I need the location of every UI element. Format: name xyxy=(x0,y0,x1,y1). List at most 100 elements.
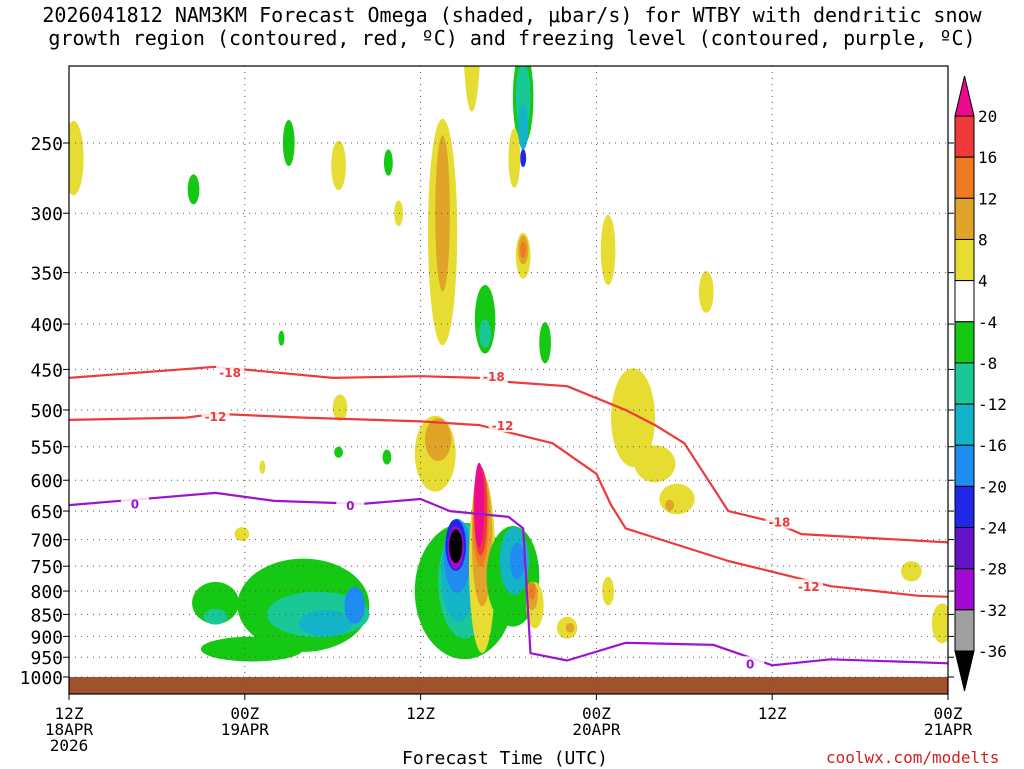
y-tick-label-300: 300 xyxy=(30,204,63,225)
colorbar-label-11: -28 xyxy=(978,560,1007,579)
omega-region-62 xyxy=(509,542,525,580)
contour-line-0 xyxy=(69,491,948,667)
colorbar: 20 16 12 8 4 -4 -8 -12 -16 -20 -24 -28 -32 -36 xyxy=(954,75,1007,692)
y-tick-label-800: 800 xyxy=(30,582,63,603)
contour-label-bg xyxy=(336,498,365,513)
colorbar-label-8: -16 xyxy=(978,436,1007,455)
contour-label-bg xyxy=(736,656,765,671)
omega-region-9 xyxy=(234,527,250,542)
omega-region-7 xyxy=(332,394,348,421)
contour-label-0: 0 xyxy=(346,499,354,513)
y-tick-label-700: 700 xyxy=(30,531,63,552)
y-tick-label-550: 550 xyxy=(30,438,63,459)
y-tick-label-1000: 1000 xyxy=(20,668,63,689)
colorbar-label-3: 8 xyxy=(978,230,988,249)
omega-region-2 xyxy=(282,119,295,167)
contour-label-bg xyxy=(765,514,794,529)
omega-region-4 xyxy=(383,149,393,176)
colorbar-bin-9 xyxy=(954,485,975,529)
omega-region-41 xyxy=(192,581,239,624)
colorbar-label-12: -32 xyxy=(978,601,1007,620)
omega-region-43 xyxy=(200,636,304,662)
y-tick-label-500: 500 xyxy=(30,401,63,422)
omega-region-25 xyxy=(508,128,521,188)
omega-region-30 xyxy=(600,214,616,286)
x-tick-label-60-1: 21APR xyxy=(924,720,973,739)
contour-label--18: -18 xyxy=(769,516,791,530)
colorbar-top-cap xyxy=(954,75,975,117)
omega-region-59 xyxy=(474,462,485,548)
omega-region-8 xyxy=(259,460,266,474)
y-tick-label-450: 450 xyxy=(30,360,63,381)
ground-surface xyxy=(69,677,948,694)
colorbar-label-7: -12 xyxy=(978,395,1007,414)
colorbar-bin-11 xyxy=(954,568,975,611)
contour-label-bg xyxy=(488,418,517,433)
contour-label--12: -12 xyxy=(205,410,227,424)
y-tick-label-350: 350 xyxy=(30,264,63,285)
y-tick-label-850: 850 xyxy=(30,605,63,626)
contour-label-0: 0 xyxy=(131,497,139,511)
omega-region-15 xyxy=(435,135,450,292)
colorbar-label-0: 20 xyxy=(978,107,997,126)
omega-region-1 xyxy=(187,174,200,205)
omega-region-54 xyxy=(449,529,463,563)
colorbar-label-13: -36 xyxy=(978,642,1007,661)
omega-region-45 xyxy=(203,608,228,625)
contour-layer: -18 -18 -18 -12 -12 -12 0 0 0 xyxy=(69,364,948,671)
contour-label-bg xyxy=(794,579,823,594)
colorbar-label-6: -8 xyxy=(978,354,997,373)
colorbar-bin-7 xyxy=(954,403,975,446)
omega-region-28 xyxy=(520,241,527,259)
omega-shading-layer xyxy=(69,66,948,662)
colorbar-label-9: -20 xyxy=(978,477,1007,496)
colorbar-label-10: -24 xyxy=(978,519,1007,538)
contour-label-bg xyxy=(201,409,230,424)
chart-title-line-2: growth region (contoured, red, ºC) and f… xyxy=(48,26,976,50)
contour-label--18: -18 xyxy=(219,366,241,380)
omega-region-40 xyxy=(931,603,948,644)
colorbar-bin-4 xyxy=(954,280,975,323)
x-tick-label-0-1: 18APR xyxy=(45,720,94,739)
contour-label--12: -12 xyxy=(798,580,820,594)
contour-label--12: -12 xyxy=(492,419,514,433)
omega-region-39 xyxy=(901,561,922,582)
colorbar-bin-2 xyxy=(954,197,975,240)
omega-region-29 xyxy=(539,322,551,364)
plot-frame xyxy=(68,65,949,695)
x-axis-label: Forecast Time (UTC) xyxy=(402,748,608,769)
omega-region-38 xyxy=(602,576,614,606)
omega-region-31 xyxy=(611,368,656,467)
y-tick-label-600: 600 xyxy=(30,471,63,492)
contour-label-0: 0 xyxy=(746,657,754,671)
colorbar-bin-5 xyxy=(954,321,975,364)
x-tick-label-36-0: 00Z xyxy=(582,704,611,723)
omega-region-18 xyxy=(464,66,480,112)
credit-link[interactable]: coolwx.com/modelts xyxy=(826,748,1000,767)
y-tick-label-750: 750 xyxy=(30,557,63,578)
colorbar-bin-1 xyxy=(954,156,975,199)
y-tick-label-650: 650 xyxy=(30,502,63,523)
omega-region-37 xyxy=(565,622,575,633)
omega-region-5 xyxy=(394,200,404,227)
omega-region-23 xyxy=(518,104,529,150)
contour-label--18: -18 xyxy=(483,370,505,384)
omega-region-46 xyxy=(299,610,352,637)
omega-region-13 xyxy=(334,446,343,458)
x-tick-label-0-0: 12Z xyxy=(55,704,84,723)
omega-region-32 xyxy=(634,445,676,483)
omega-region-17 xyxy=(424,418,452,462)
colorbar-bin-0 xyxy=(954,115,975,158)
colorbar-label-4: 4 xyxy=(978,272,988,291)
omega-region-34 xyxy=(665,499,675,511)
omega-region-33 xyxy=(659,483,695,515)
colorbar-bin-6 xyxy=(954,362,975,405)
y-tick-label-950: 950 xyxy=(30,648,63,669)
x-tick-label-12-0: 00Z xyxy=(230,704,259,723)
omega-region-20 xyxy=(479,319,491,348)
omega-region-3 xyxy=(331,140,346,191)
x-tick-label-60-0: 00Z xyxy=(934,704,963,723)
x-tick-label-48-0: 12Z xyxy=(758,704,787,723)
ground-layer xyxy=(69,677,948,694)
